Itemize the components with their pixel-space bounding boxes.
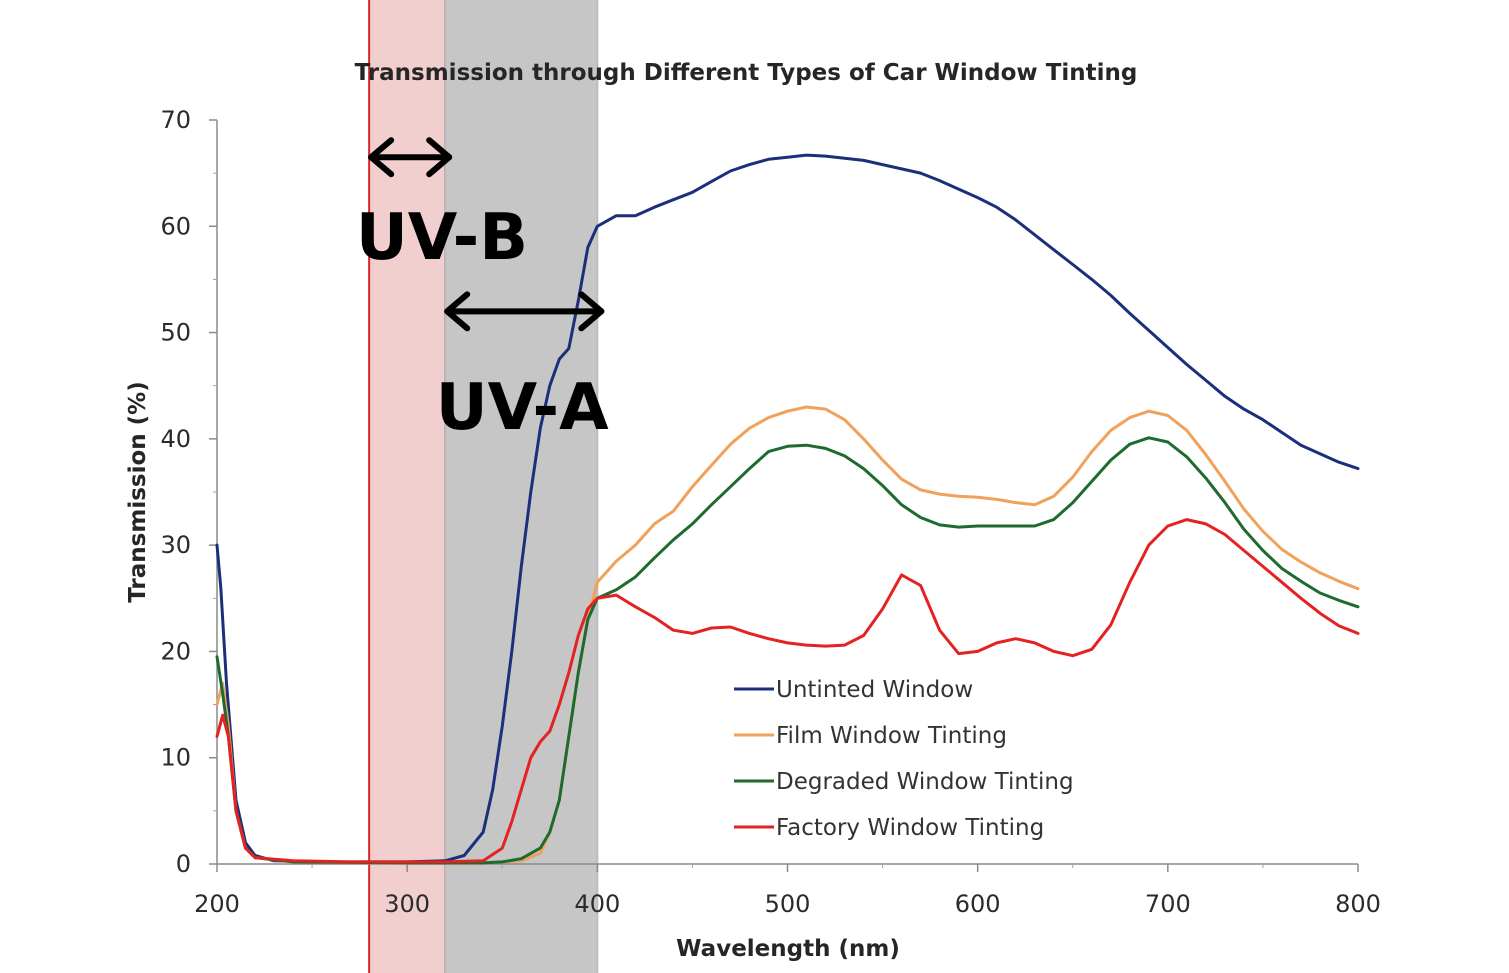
y-axis-label: Transmission (%): [125, 381, 151, 602]
arrow-uv-b-left-head: [368, 137, 395, 178]
legend-entry: Untinted Window: [776, 677, 973, 703]
y-tick-label: 40: [160, 425, 191, 453]
legend-entry: Film Window Tinting: [776, 723, 1007, 749]
x-axis-label: Wavelength (nm): [676, 936, 900, 962]
annotation-uv-a: UV-A: [436, 371, 609, 445]
y-tick-label: 60: [160, 212, 191, 240]
x-tick-label: 300: [384, 890, 430, 918]
wavelength-bands: [368, 0, 599, 973]
series-factory-window-tinting: [215, 518, 1360, 864]
x-tick-label: 400: [574, 890, 620, 918]
x-tick-label: 600: [955, 890, 1001, 918]
axes: 0 10 20 30 40 50 60 70 200 300 400 500 600 700 800: [160, 106, 1380, 918]
arrow-uv-a-right-head: [578, 291, 605, 332]
arrow-uv-a-left-head: [444, 291, 471, 332]
legend-entry: Factory Window Tinting: [776, 815, 1044, 841]
x-tick-label: 800: [1335, 890, 1381, 918]
band-uv-a: [445, 0, 598, 973]
arrow-uv-b-right-head: [426, 137, 453, 178]
chart-title: Transmission through Different Types of …: [355, 60, 1138, 86]
x-tick-label: 700: [1145, 890, 1191, 918]
legend-entry: Degraded Window Tinting: [776, 769, 1074, 795]
x-tick-label: 200: [194, 890, 240, 918]
y-tick-label: 30: [160, 531, 191, 559]
data-series: [215, 153, 1360, 865]
y-tick-label: 50: [160, 319, 191, 347]
annotation-uv-b: UV-B: [356, 201, 528, 275]
series-degraded-window-tinting: [215, 436, 1360, 865]
x-tick-label: 500: [765, 890, 811, 918]
y-tick-label: 10: [160, 744, 191, 772]
series-untinted-window: [215, 153, 1360, 864]
annotations: UV-B UV-A: [356, 137, 609, 445]
y-tick-label: 0: [176, 850, 191, 878]
band-uv-b: [369, 0, 446, 973]
y-tick-label: 20: [160, 637, 191, 665]
y-tick-label: 70: [160, 106, 191, 134]
series-film-window-tinting: [215, 405, 1360, 865]
legend: Untinted Window Film Window Tinting Degrad…: [734, 677, 1074, 841]
